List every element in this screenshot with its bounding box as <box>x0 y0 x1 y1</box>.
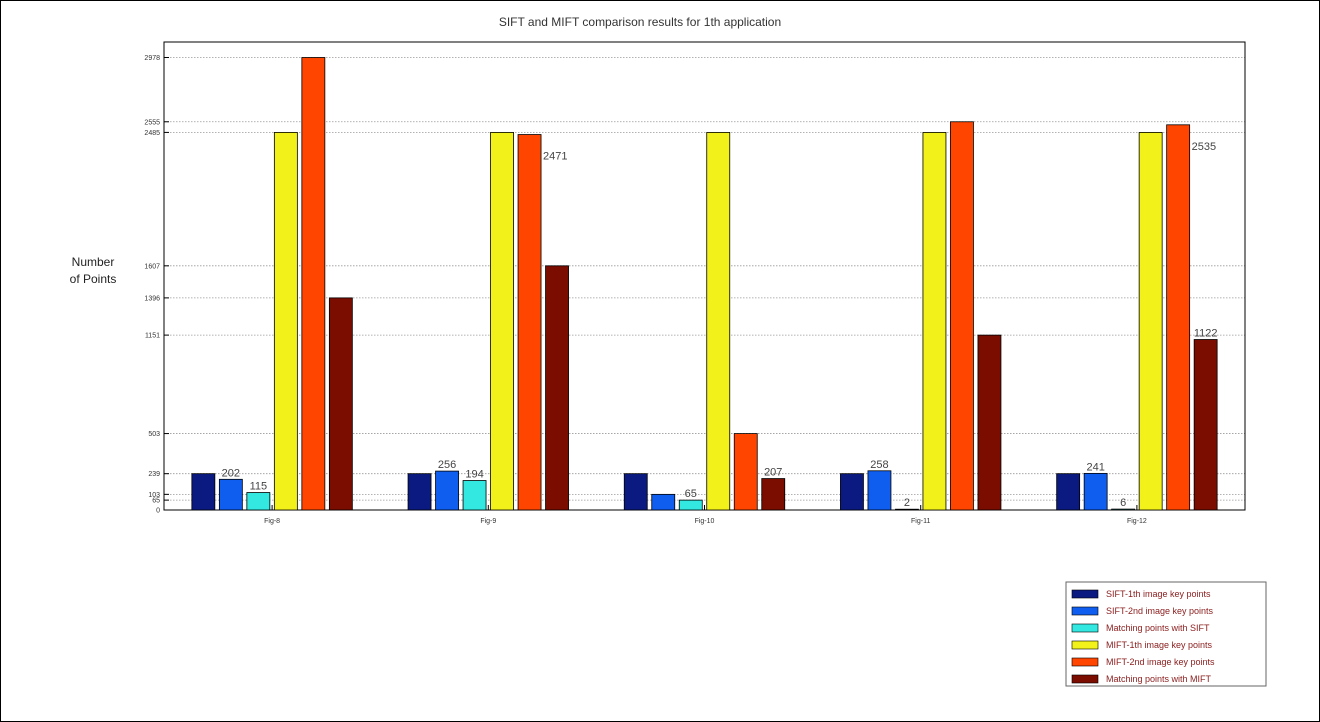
legend-swatch <box>1071 640 1099 650</box>
legend-label: Matching points with MIFT <box>1106 674 1212 684</box>
bar <box>191 473 216 511</box>
bar <box>678 499 703 511</box>
y-tick-label: 239 <box>148 471 160 478</box>
bar <box>1166 124 1191 511</box>
y-tick-label: 1607 <box>144 263 160 270</box>
bar <box>1111 508 1136 511</box>
legend-label: SIFT-1th image key points <box>1106 589 1211 599</box>
bar <box>490 132 514 511</box>
x-tick-label: Fig-11 <box>911 518 930 525</box>
data-label: 202 <box>222 467 240 479</box>
bar <box>950 121 974 511</box>
bar <box>651 493 676 511</box>
bar <box>328 297 353 511</box>
data-label: 207 <box>764 467 782 479</box>
bar <box>1083 472 1108 511</box>
data-labels: 202 115 256 194 2471 65 207 258 2 241 6 2535 1122 <box>222 141 1218 509</box>
legend-box <box>1065 581 1267 687</box>
y-tick-label: 1396 <box>144 295 160 302</box>
bar <box>840 473 864 511</box>
bar <box>922 132 947 511</box>
data-label: 6 <box>1120 497 1126 509</box>
bar <box>301 57 326 511</box>
data-label: 2471 <box>543 151 567 163</box>
legend-label: Matching points with SIFT <box>1106 623 1210 633</box>
legend: SIFT-1th image key points SIFT-2nd image … <box>1065 581 1267 687</box>
legend-swatch <box>1071 674 1099 684</box>
bar <box>246 492 271 511</box>
legend-label: MIFT-1th image key points <box>1106 640 1213 650</box>
legend-swatch <box>1071 589 1099 599</box>
y-axis-label-line-1: Number <box>72 255 115 269</box>
data-label: 65 <box>685 488 697 500</box>
bar <box>733 433 758 511</box>
y-tick-label: 65 <box>152 498 160 505</box>
data-label: 241 <box>1086 461 1104 473</box>
bar <box>1138 132 1163 511</box>
y-tick-label: 0 <box>156 508 160 515</box>
bar <box>867 470 892 511</box>
legend-label: MIFT-2nd image key points <box>1106 657 1215 667</box>
x-axis-ticks: Fig-8 Fig-9 Fig-10 Fig-11 Fig-12 <box>264 505 1147 525</box>
y-tick-label: 2978 <box>144 55 160 62</box>
data-label: 2 <box>904 497 910 509</box>
bar <box>1193 339 1218 511</box>
x-tick-label: Fig-9 <box>480 518 496 525</box>
y-tick-label: 103 <box>148 492 160 499</box>
bar <box>623 473 648 511</box>
chart-title: SIFT and MIFT comparison results for 1th… <box>499 15 781 29</box>
x-tick-label: Fig-8 <box>264 518 280 525</box>
legend-items: SIFT-1th image key points SIFT-2nd image … <box>1071 589 1215 684</box>
bar <box>407 473 432 511</box>
legend-swatch <box>1071 606 1099 616</box>
bar <box>761 478 786 511</box>
legend-swatch <box>1071 657 1099 667</box>
legend-label: SIFT-2nd image key points <box>1106 606 1214 616</box>
bar <box>1056 473 1081 511</box>
data-label: 256 <box>438 459 456 471</box>
bar <box>895 508 919 511</box>
legend-swatch <box>1071 623 1099 633</box>
y-tick-label: 1151 <box>145 333 160 340</box>
y-tick-label: 503 <box>148 431 160 438</box>
x-tick-label: Fig-12 <box>1127 518 1147 525</box>
data-label: 1122 <box>1194 328 1218 340</box>
bars-layer <box>191 57 1218 511</box>
bar <box>977 334 1002 511</box>
bar <box>706 132 731 511</box>
bar <box>218 478 243 511</box>
data-label: 115 <box>250 481 268 493</box>
grid-layer <box>164 57 1245 501</box>
bar <box>462 480 487 511</box>
y-tick-label: 2555 <box>144 119 160 126</box>
bar <box>435 470 459 511</box>
data-label: 2535 <box>1192 141 1216 153</box>
bar <box>517 134 542 511</box>
y-tick-label: 2485 <box>144 130 160 137</box>
x-tick-label: Fig-10 <box>695 518 715 525</box>
plot-area <box>163 41 1246 511</box>
data-label: 194 <box>465 469 483 481</box>
data-label: 258 <box>870 459 888 471</box>
bar <box>273 132 298 511</box>
bar <box>545 265 569 511</box>
y-axis-label-line-2: of Points <box>70 272 117 286</box>
